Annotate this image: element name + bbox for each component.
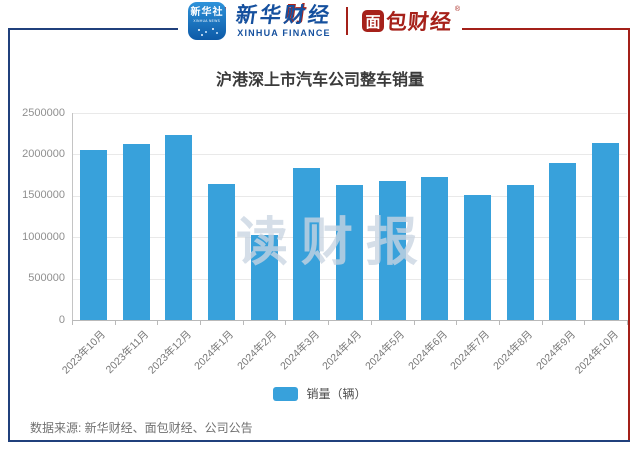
y-axis-tick-label: 500000: [28, 272, 65, 285]
bar: [592, 142, 620, 320]
x-axis-tick: [242, 321, 244, 325]
x-axis-category-label: 2024年4月: [320, 328, 365, 373]
y-axis-tick-label: 2500000: [22, 106, 65, 119]
frame-right-border: [628, 28, 630, 442]
bread-finance-wordmark: 面 包财经 ®: [362, 6, 460, 36]
bar: [293, 167, 321, 320]
x-axis-category-label: 2023年11月: [103, 328, 151, 376]
data-source-note: 数据来源: 新华财经、面包财经、公司公告: [30, 421, 253, 435]
xinhua-finance-cn-prefix: 新华: [234, 2, 286, 27]
x-axis-line: [72, 320, 628, 321]
xinhua-finance-cn-suffix: 经: [306, 2, 334, 27]
x-axis-tick: [114, 321, 116, 325]
xinhua-icon-en-text: XINHUA NEWS: [193, 18, 221, 23]
x-axis-tick: [541, 321, 543, 325]
x-axis-tick: [157, 321, 159, 325]
x-axis-tick: [456, 321, 458, 325]
y-axis-tick-label: 1500000: [22, 189, 65, 202]
bar: [250, 234, 278, 320]
xinhua-finance-en: XINHUA FINANCE: [237, 27, 331, 38]
bar: [207, 184, 235, 320]
x-axis-tick: [328, 321, 330, 325]
x-axis-category-label: 2024年7月: [448, 328, 493, 373]
xinhua-finance-wordmark: 新华财经 XINHUA FINANCE: [234, 2, 334, 38]
x-axis-tick: [413, 321, 415, 325]
bread-finance-first-char-box: 面: [362, 10, 384, 32]
legend-color-swatch: [273, 386, 299, 401]
y-axis-tick-label: 1000000: [22, 230, 65, 243]
x-axis-tick: [584, 321, 586, 325]
y-gridline: [72, 113, 627, 114]
chart-legend: 销量（辆）: [0, 385, 640, 402]
x-axis-tick: [285, 321, 287, 325]
bar: [464, 194, 492, 320]
x-axis-category-label: 2023年10月: [60, 328, 109, 377]
x-axis-category-label: 2023年12月: [145, 328, 194, 377]
registered-trademark-icon: ®: [454, 6, 460, 13]
logo-divider: [346, 7, 348, 35]
x-axis-tick: [627, 321, 628, 325]
xinhua-news-app-icon: 新华社 XINHUA NEWS: [188, 2, 226, 40]
frame-top-right-segment: [448, 28, 630, 30]
frame-bottom-border: [8, 440, 630, 442]
chart-title: 沪港深上市汽车公司整车销量: [215, 72, 424, 89]
x-axis-category-label: 2024年3月: [277, 328, 322, 373]
x-axis-tick: [498, 321, 500, 325]
x-axis-tick: [72, 321, 73, 325]
bar: [421, 176, 449, 320]
frame-left-border: [8, 28, 10, 442]
header-logos: 新华社 XINHUA NEWS 新华财经 XINHUA FINANCE 面 包财…: [178, 2, 462, 40]
bar: [165, 135, 193, 320]
xinhua-icon-cn-text: 新华社: [190, 7, 226, 18]
x-axis-category-label: 2024年1月: [192, 328, 237, 373]
bar: [336, 185, 363, 320]
x-axis-category-label: 2024年6月: [405, 328, 450, 373]
bar: [122, 144, 150, 320]
legend-series-label: 销量（辆）: [306, 387, 367, 401]
y-gridline: [72, 154, 627, 156]
y-axis-tick-label: 0: [58, 313, 65, 326]
xinhua-finance-cn-cai: 财: [282, 2, 310, 27]
x-axis-tick: [200, 321, 202, 325]
x-axis-category-label: 2024年2月: [235, 328, 280, 373]
xinhua-finance-cn: 新华财经: [234, 2, 334, 27]
bread-finance-rest: 包财经: [385, 10, 453, 34]
x-axis-tick: [370, 321, 372, 325]
bar: [549, 162, 577, 320]
bar: [506, 185, 534, 320]
y-axis-tick-label: 2000000: [22, 147, 65, 160]
frame-top-left-segment: [8, 28, 196, 30]
bar: [79, 150, 107, 320]
x-axis-category-label: 2024年10月: [572, 328, 621, 377]
bar: [378, 180, 406, 320]
starry-sky-decoration: [194, 27, 220, 35]
y-axis-line: [72, 113, 73, 320]
x-axis-category-label: 2024年8月: [491, 328, 536, 373]
x-axis-category-label: 2024年5月: [363, 328, 408, 373]
